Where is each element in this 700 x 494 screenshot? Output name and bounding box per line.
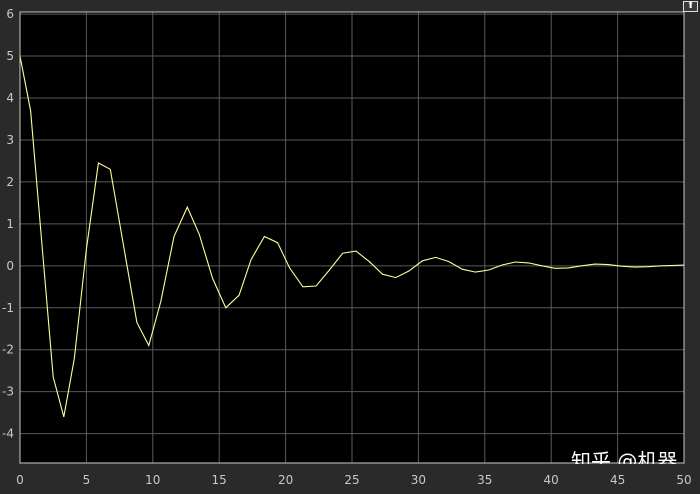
x-tick-label: 45 bbox=[610, 473, 625, 487]
x-tick-label: 20 bbox=[278, 473, 293, 487]
y-tick-label: 1 bbox=[6, 217, 14, 231]
y-tick-label: -3 bbox=[2, 385, 14, 399]
y-tick-label: -2 bbox=[2, 343, 14, 357]
undock-button[interactable]: ⬆ bbox=[683, 1, 698, 12]
x-tick-label: 50 bbox=[676, 473, 691, 487]
x-tick-label: 15 bbox=[212, 473, 227, 487]
axes-box bbox=[19, 11, 685, 464]
y-tick-label: 2 bbox=[6, 175, 14, 189]
y-tick-label: 0 bbox=[6, 259, 14, 273]
x-tick-label: 30 bbox=[411, 473, 426, 487]
y-tick-label: 4 bbox=[6, 91, 14, 105]
x-tick-label: 10 bbox=[145, 473, 160, 487]
x-tick-label: 25 bbox=[344, 473, 359, 487]
x-tick-label: 35 bbox=[477, 473, 492, 487]
x-tick-label: 0 bbox=[16, 473, 24, 487]
y-tick-label: 3 bbox=[6, 133, 14, 147]
y-tick-label: -1 bbox=[2, 301, 14, 315]
x-tick-label: 40 bbox=[544, 473, 559, 487]
y-tick-label: 5 bbox=[6, 49, 14, 63]
arrow-up-icon: ⬆ bbox=[686, 1, 695, 11]
watermark: 知乎 @机器 bbox=[571, 449, 678, 464]
series-line bbox=[19, 55, 685, 418]
y-tick-label: -4 bbox=[2, 427, 14, 441]
x-tick-label: 5 bbox=[83, 473, 91, 487]
y-tick-label: 6 bbox=[6, 7, 14, 21]
